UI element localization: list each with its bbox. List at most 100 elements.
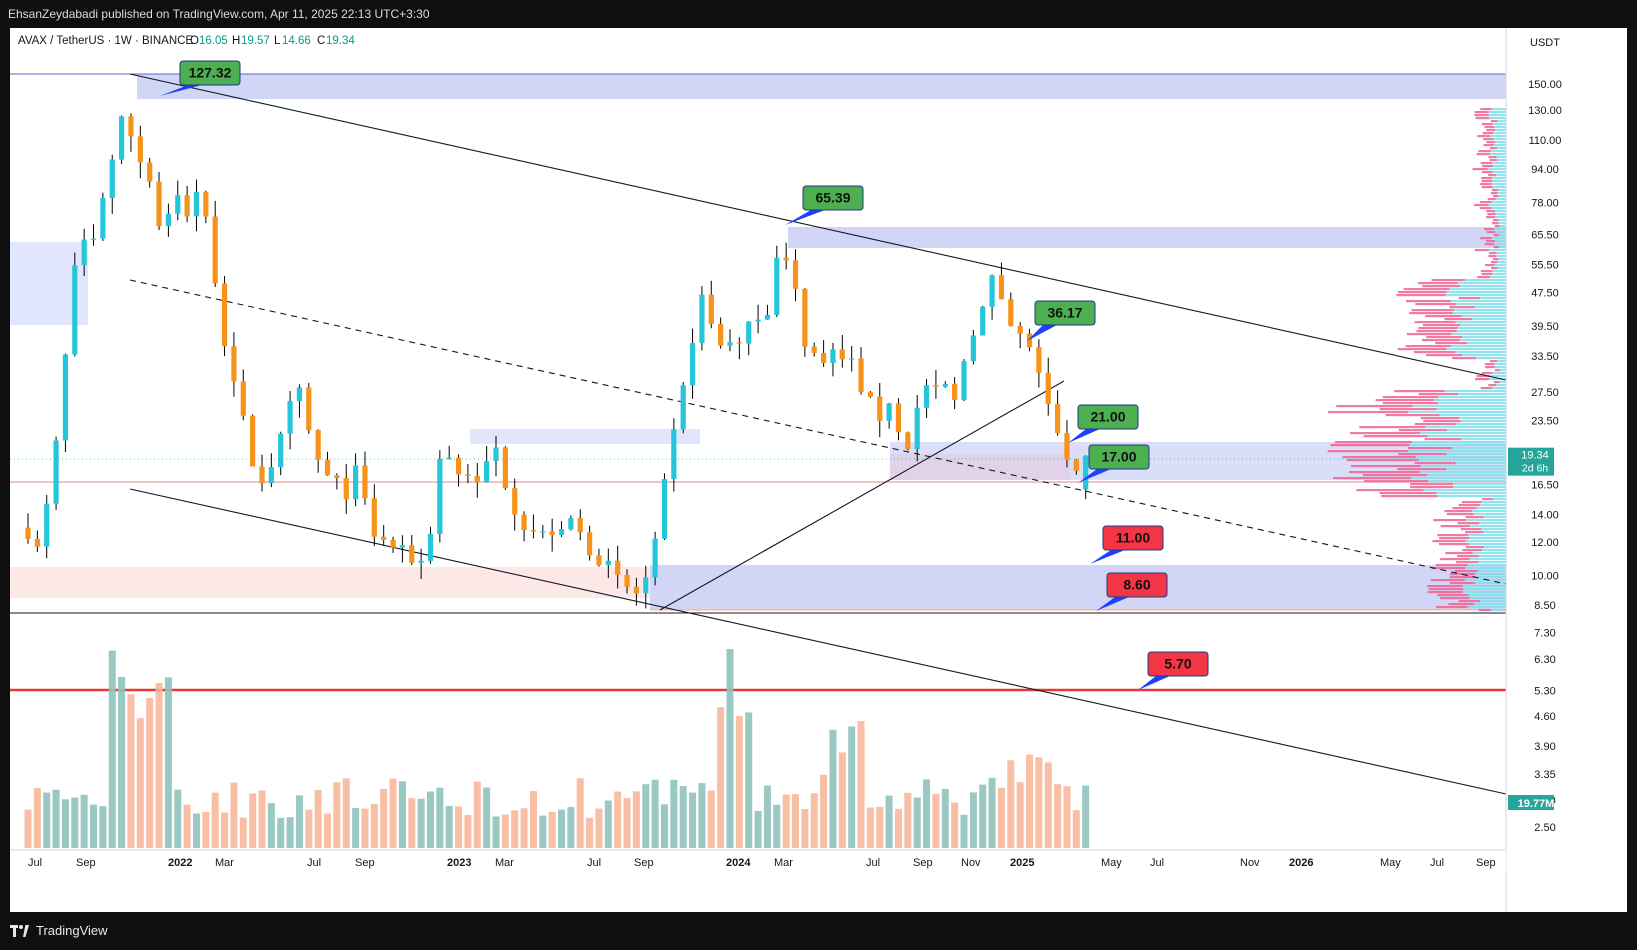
volume-bar (885, 795, 893, 848)
price-chart[interactable]: 127.32 65.39 36.17 21.00 17.00 11.00 8.60 5.70 … (10, 28, 1627, 912)
volume-bar (782, 794, 790, 848)
volume-bar (370, 803, 378, 848)
callout-box (179, 60, 241, 86)
volume-bar (43, 792, 51, 848)
volume-bar (913, 797, 921, 848)
profile-row-buy (1427, 480, 1506, 483)
time-axis[interactable]: Jul Sep 2022 Mar Jul Sep 2023 Mar Jul Sep 2024 Mar J… (10, 849, 1506, 872)
candle-body (633, 586, 639, 594)
profile-row-buy (1490, 135, 1506, 138)
candle-body (942, 383, 948, 387)
profile-row-sell (1410, 486, 1454, 489)
profile-row-sell (1414, 423, 1456, 426)
profile-row-buy (1482, 549, 1506, 552)
volume-bar (698, 783, 706, 848)
profile-row-sell (1382, 396, 1439, 399)
profile-row-buy (1449, 288, 1506, 291)
callout-box (1077, 404, 1139, 430)
candle-body (1073, 459, 1079, 471)
price-tick: 6.30 (1534, 654, 1555, 666)
volume-bar (997, 787, 1005, 848)
volume-bar (61, 799, 69, 848)
profile-row-buy (1498, 195, 1506, 198)
profile-row-sell (1494, 369, 1500, 372)
time-tick: May (1101, 857, 1122, 869)
profile-row-sell (1465, 546, 1484, 549)
volume-bar (632, 791, 640, 848)
profile-row-buy (1407, 450, 1506, 453)
candle-body (521, 514, 527, 530)
profile-row-sell (1452, 507, 1477, 510)
profile-row-sell (1444, 318, 1473, 321)
price-tick: 12.00 (1531, 537, 1559, 549)
profile-row-buy (1492, 372, 1506, 375)
profile-row-sell (1334, 441, 1412, 444)
profile-row-sell (1424, 438, 1462, 441)
profile-row-buy (1497, 120, 1506, 123)
trend-lines (129, 73, 1507, 795)
profile-row-sell (1482, 498, 1493, 501)
candle-body (624, 574, 630, 587)
price-axis[interactable]: USDT 150.00 130.00 110.00 94.00 78.00 65.50 55.… (1505, 28, 1627, 912)
profile-row-buy (1495, 141, 1506, 144)
footer-brand-text: TradingView (36, 923, 108, 938)
volume-bar (136, 718, 144, 848)
profile-row-sell (1458, 600, 1480, 603)
profile-row-buy (1492, 171, 1506, 174)
profile-row-sell (1406, 333, 1452, 336)
candle-body (1083, 455, 1089, 490)
volume-bar (745, 712, 753, 848)
volume-bar (558, 809, 566, 848)
profile-row-buy (1419, 471, 1506, 474)
profile-row-buy (1498, 258, 1506, 261)
profile-row-buy (1496, 156, 1506, 159)
profile-row-buy (1455, 351, 1506, 354)
chart-canvas[interactable]: 127.3265.3936.1721.0017.0011.008.605.70 … (10, 28, 1627, 912)
volume-bar (230, 782, 238, 848)
footer-brand: TradingView (0, 912, 1637, 950)
profile-row-sell (1440, 597, 1470, 600)
profile-row-sell (1490, 261, 1498, 264)
profile-row-buy (1483, 531, 1506, 534)
profile-row-sell (1396, 294, 1446, 297)
profile-row-sell (1421, 339, 1460, 342)
profile-row-buy (1454, 309, 1506, 312)
volume-bar (202, 811, 210, 848)
candle-body (493, 447, 499, 462)
profile-row-buy (1472, 318, 1506, 321)
volume-bar (314, 789, 322, 848)
profile-row-sell (1452, 357, 1477, 360)
volume-bar (754, 810, 762, 848)
profile-row-sell (1479, 207, 1492, 210)
volume-bar (735, 716, 743, 848)
volume-bar (1007, 760, 1015, 848)
volume-bar (286, 817, 294, 848)
profile-row-buy (1423, 489, 1506, 492)
candle-body (821, 352, 827, 363)
candle-body (212, 216, 218, 284)
volume-bar (174, 789, 182, 848)
profile-row-sell (1460, 528, 1482, 531)
volume-bar (408, 798, 416, 848)
profile-row-buy (1472, 510, 1506, 513)
profile-row-buy (1491, 108, 1506, 111)
profile-row-sell (1375, 399, 1435, 402)
profile-row-sell (1481, 186, 1493, 189)
volume-bar (969, 792, 977, 848)
candle-body (175, 195, 181, 214)
profile-row-sell (1474, 111, 1489, 114)
volume-bar (127, 694, 135, 848)
volume-bar (324, 813, 332, 848)
profile-row-buy (1488, 204, 1506, 207)
candle-body (390, 540, 396, 548)
candle-body (661, 479, 668, 539)
volume-bar (660, 804, 668, 848)
candle-body (671, 429, 677, 480)
profile-row-sell (1426, 336, 1463, 339)
profile-row-sell (1446, 513, 1474, 516)
price-tick: 55.50 (1531, 259, 1559, 271)
profile-row-buy (1497, 147, 1506, 150)
profile-row-sell (1409, 483, 1454, 486)
price-tick: 110.00 (1529, 135, 1562, 147)
profile-row-sell (1476, 375, 1490, 378)
